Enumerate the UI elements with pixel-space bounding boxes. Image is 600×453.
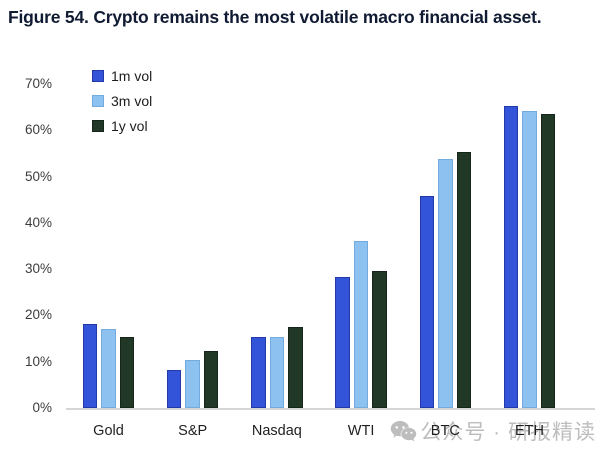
legend-item-3m-vol: 3m vol <box>92 92 152 110</box>
bar-1y-vol-s-p <box>203 351 219 408</box>
bar-3m-vol-btc <box>438 158 453 408</box>
legend-label-1y-vol: 1y vol <box>111 118 148 134</box>
x-axis-label-nasdaq: Nasdaq <box>251 423 302 439</box>
y-tick-label-0: 0% <box>32 400 52 415</box>
bar-1m-vol-gold <box>82 323 98 408</box>
bar-1y-vol-nasdaq <box>288 326 303 408</box>
x-axis-label-btc: BTC <box>430 423 460 439</box>
legend-item-1m-vol: 1m vol <box>92 67 152 85</box>
bar-1m-vol-btc <box>419 196 435 408</box>
y-tick-label-10: 10% <box>24 353 52 369</box>
bar-1y-vol-btc <box>456 151 472 408</box>
legend-swatch-1y-vol <box>92 120 104 132</box>
figure-title: Figure 54. Crypto remains the most volat… <box>8 7 542 27</box>
bar-1y-vol-eth <box>540 113 556 408</box>
bar-3m-vol-eth <box>522 110 537 408</box>
bar-1m-vol-wti <box>335 276 350 408</box>
x-axis-label-wti: WTI <box>347 423 375 439</box>
y-tick-label-70: 70% <box>24 76 52 91</box>
x-axis-line <box>66 408 595 410</box>
bar-1m-vol-nasdaq <box>251 337 266 408</box>
bar-3m-vol-s-p <box>185 359 200 408</box>
wechat-icon <box>391 420 417 441</box>
bar-1y-vol-gold <box>119 336 135 408</box>
watermark: 公众号 · 研报精读 <box>390 416 596 446</box>
bar-3m-vol-nasdaq <box>269 337 285 408</box>
bar-1y-vol-wti <box>372 270 387 408</box>
legend-label-3m-vol: 3m vol <box>111 93 153 109</box>
y-tick-label-30: 30% <box>24 261 52 277</box>
legend-swatch-1m-vol <box>92 70 104 82</box>
y-tick-label-60: 60% <box>24 122 52 138</box>
legend-label-1m-vol: 1m vol <box>111 68 153 84</box>
watermark-text: 公众号 · 研报精读 <box>420 421 596 444</box>
bar-1m-vol-eth <box>503 106 519 408</box>
y-tick-label-50: 50% <box>24 168 52 184</box>
x-axis-label-gold: Gold <box>93 423 124 439</box>
x-axis-label-s-p: S&P <box>178 423 208 439</box>
bar-3m-vol-gold <box>101 328 116 408</box>
y-tick-label-40: 40% <box>24 214 52 230</box>
legend-swatch-3m-vol <box>92 95 104 107</box>
legend-item-1y-vol: 1y vol <box>92 117 148 135</box>
y-tick-label-20: 20% <box>24 307 52 323</box>
x-axis-label-eth: ETH <box>515 423 544 439</box>
bar-3m-vol-wti <box>353 240 369 408</box>
bar-1m-vol-s-p <box>166 370 182 408</box>
